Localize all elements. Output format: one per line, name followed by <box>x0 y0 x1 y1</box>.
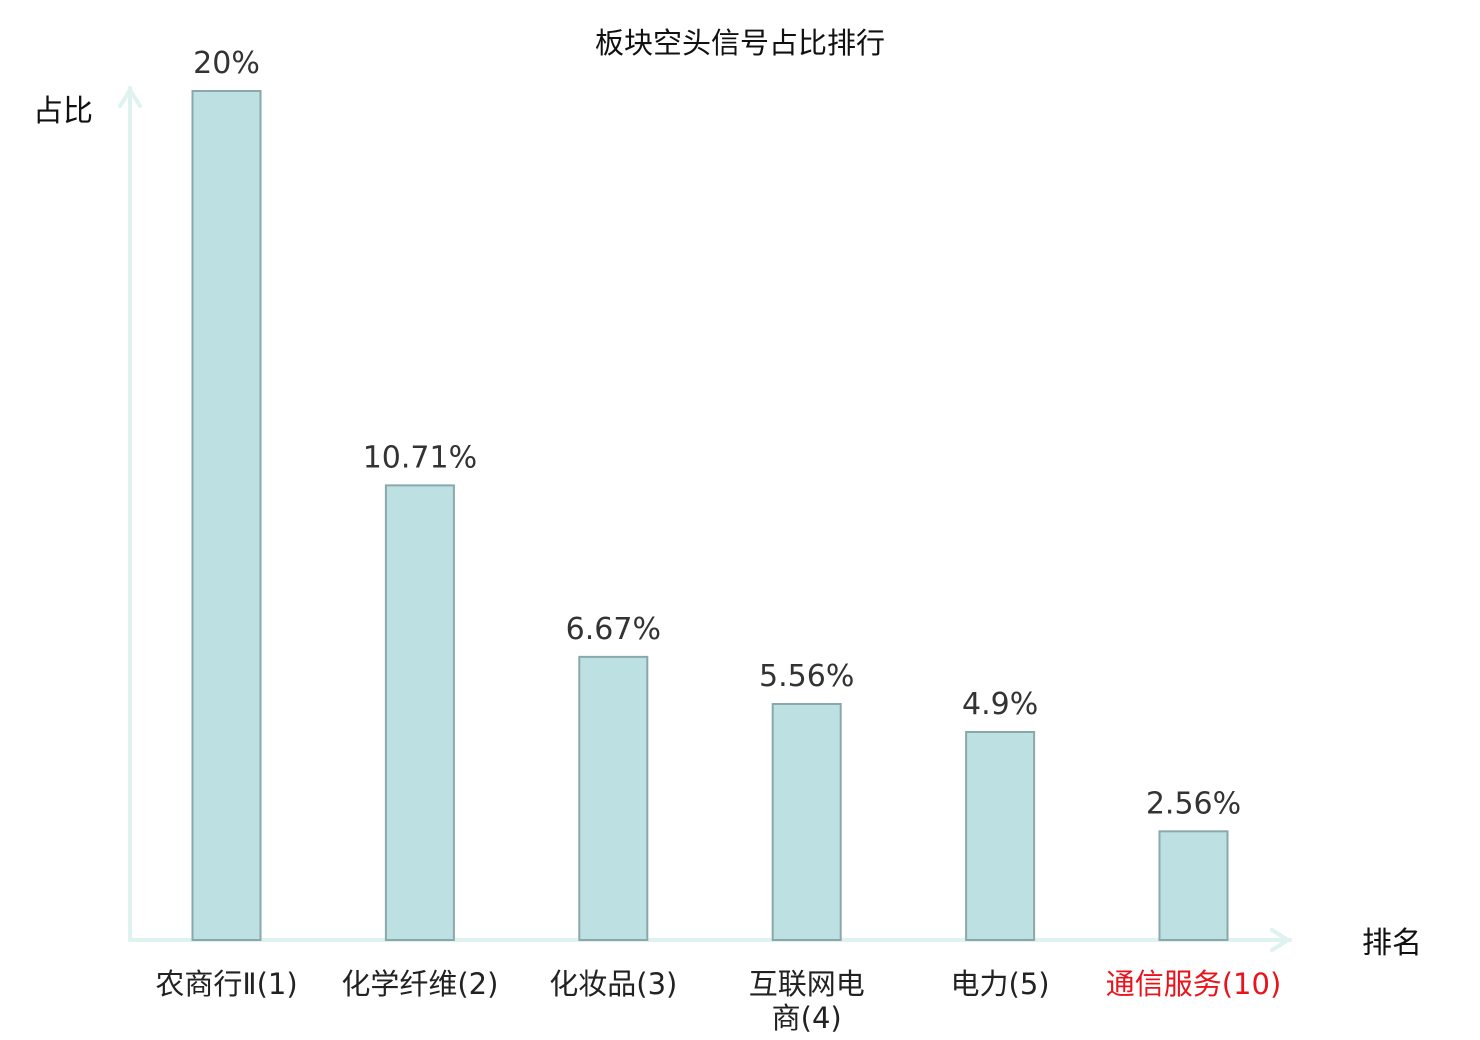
x-axis-arrow <box>1270 928 1290 952</box>
category-labels-group: 农商行Ⅱ(1) 化学纤维(2) 化妆品(3) 互联网电商(4) 电力(5) 通信服务(10… <box>155 967 1281 1035</box>
bar <box>771 702 842 942</box>
value-labels-group: 20% 10.71% 6.67% 5.56% 4.9% 2.56% <box>193 46 1241 821</box>
category-label: 农商行Ⅱ(1) <box>155 967 297 1001</box>
bar <box>578 655 649 942</box>
value-label: 6.67% <box>566 612 661 647</box>
value-label: 10.71% <box>363 440 477 475</box>
value-label: 4.9% <box>962 687 1038 722</box>
category-label: 化学纤维(2) <box>341 967 498 1001</box>
axes <box>118 86 1292 952</box>
value-label: 5.56% <box>759 659 854 694</box>
chart-title: 板块空头信号占比排行 <box>595 26 885 60</box>
bars-group <box>191 90 1229 942</box>
y-axis-arrow <box>118 88 142 108</box>
y-axis-label: 占比 <box>33 94 93 129</box>
bar <box>1158 830 1229 941</box>
bar <box>191 90 262 941</box>
bar <box>965 730 1036 941</box>
value-label: 2.56% <box>1146 786 1241 821</box>
category-label: 通信服务(10) <box>1106 967 1282 1001</box>
category-label: 电力(5) <box>951 967 1050 1001</box>
category-label: 化妆品(3) <box>549 967 677 1001</box>
value-label: 20% <box>193 46 260 81</box>
bar <box>384 484 455 941</box>
x-axis-label: 排名 <box>1362 926 1422 961</box>
category-label: 互联网电商(4) <box>749 967 865 1035</box>
